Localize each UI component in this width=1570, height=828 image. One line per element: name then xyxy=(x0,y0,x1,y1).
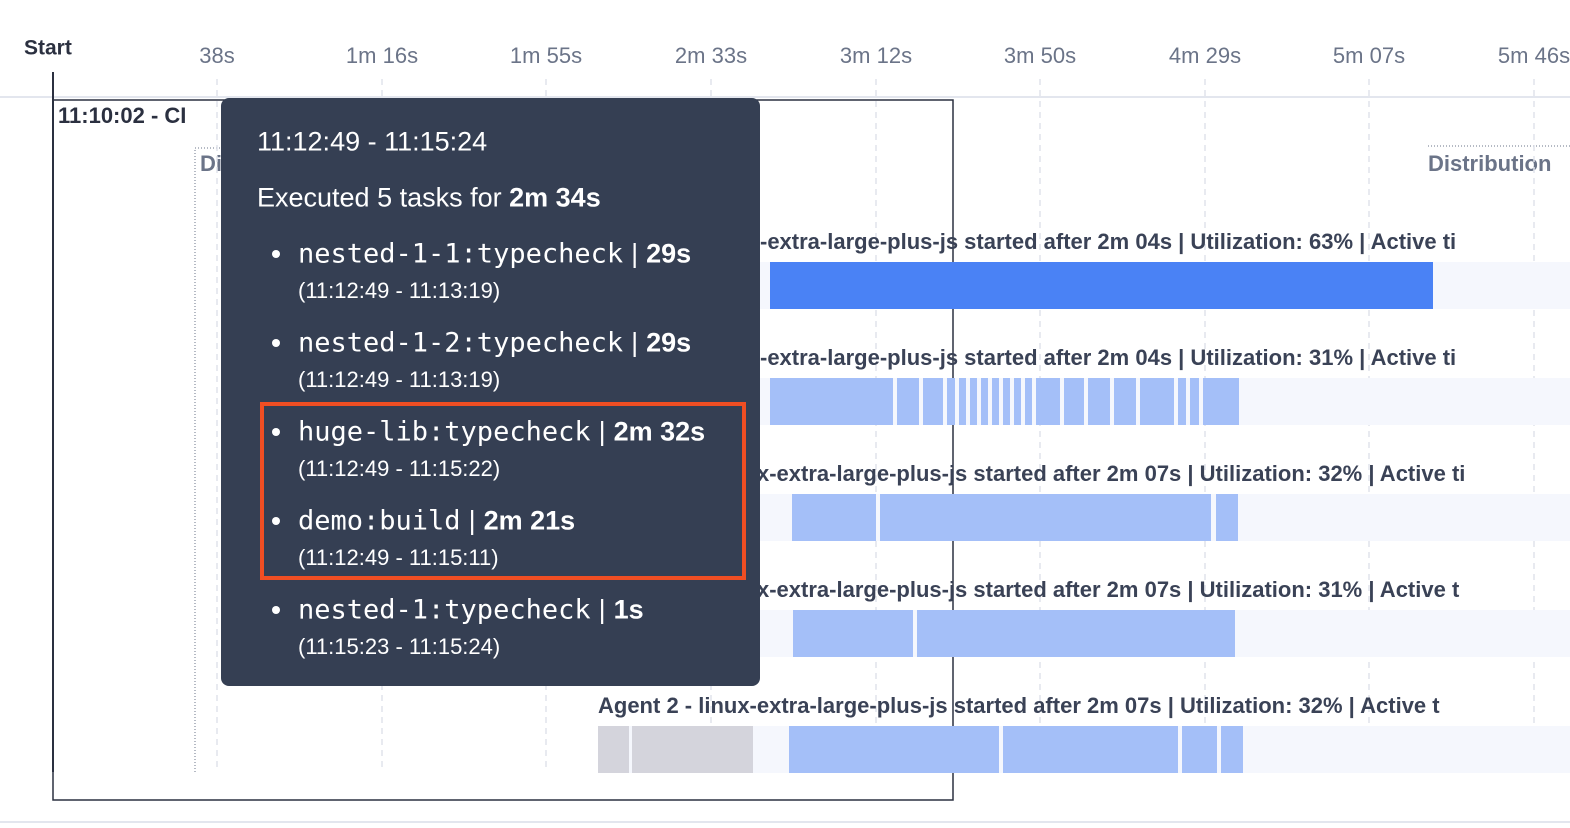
task-line: nested-1-1:typecheck | 29s xyxy=(298,239,691,270)
run-label: 11:10:02 - CI xyxy=(58,103,186,128)
task-bar xyxy=(923,378,943,425)
task-bar xyxy=(632,726,753,773)
tick-label: 3m 12s xyxy=(840,43,912,68)
task-bar xyxy=(1216,494,1238,541)
tick-label: 5m 07s xyxy=(1333,43,1405,68)
bullet xyxy=(272,517,280,525)
agent-label: -extra-large-plus-js started after 2m 04… xyxy=(760,345,1456,370)
task-bar xyxy=(1114,378,1136,425)
agent-label: x-extra-large-plus-js started after 2m 0… xyxy=(757,461,1465,486)
task-bar xyxy=(1203,378,1239,425)
start-label: Start xyxy=(24,37,72,60)
task-bar xyxy=(959,378,966,425)
summary-text: Executed 5 tasks for xyxy=(257,182,502,213)
task-bar xyxy=(1190,378,1199,425)
task-duration: 29s xyxy=(646,327,692,358)
task-bar xyxy=(981,378,988,425)
task-bar xyxy=(1003,726,1178,773)
task-duration: 2m 21s xyxy=(483,505,576,536)
separator: | xyxy=(468,505,476,536)
task-bar xyxy=(1036,378,1060,425)
task-bar xyxy=(880,494,1211,541)
task-bar xyxy=(1140,378,1174,425)
agent-label: Agent 2 - linux-extra-large-plus-js star… xyxy=(598,693,1440,718)
agent-label: -extra-large-plus-js started after 2m 04… xyxy=(760,229,1456,254)
tooltip-summary: Executed 5 tasks for 2m 34s xyxy=(257,183,601,214)
bullet xyxy=(272,339,280,347)
tick-label: 4m 29s xyxy=(1169,43,1241,68)
tick-label: 2m 33s xyxy=(675,43,747,68)
group-label: Distribution xyxy=(1428,151,1551,176)
task-duration: 1s xyxy=(613,594,644,625)
task-bar xyxy=(1182,726,1217,773)
task-bar xyxy=(917,610,1235,657)
task-bar xyxy=(1014,378,1021,425)
separator: | xyxy=(598,416,606,447)
task-bar xyxy=(1178,378,1186,425)
task-bar xyxy=(1221,726,1243,773)
bullet xyxy=(272,250,280,258)
task-line: nested-1-2:typecheck | 29s xyxy=(298,328,691,359)
task-bar xyxy=(792,494,876,541)
tick-label: 1m 55s xyxy=(510,43,582,68)
task-duration: 29s xyxy=(646,238,692,269)
task-name: nested-1-1:typecheck xyxy=(298,238,624,270)
task-name: huge-lib:typecheck xyxy=(298,416,591,448)
task-line: huge-lib:typecheck | 2m 32s xyxy=(298,417,705,448)
task-line: demo:build | 2m 21s xyxy=(298,506,575,537)
tick-label: 5m 46s xyxy=(1498,43,1570,68)
task-range: (11:12:49 - 11:13:19) xyxy=(298,367,501,392)
task-bar xyxy=(1088,378,1110,425)
task-bar xyxy=(897,378,919,425)
task-bar xyxy=(1064,378,1084,425)
bullet xyxy=(272,606,280,614)
task-range: (11:12:49 - 11:15:22) xyxy=(298,456,501,481)
task-bar xyxy=(970,378,977,425)
tooltip: 11:12:49 - 11:15:24 Executed 5 tasks for… xyxy=(221,98,760,686)
task-bar xyxy=(770,262,1433,309)
task-range: (11:12:49 - 11:13:19) xyxy=(298,278,501,303)
task-bar xyxy=(1025,378,1032,425)
task-bar xyxy=(992,378,999,425)
separator: | xyxy=(631,327,639,358)
tick-label: 1m 16s xyxy=(346,43,418,68)
task-name: nested-1-2:typecheck xyxy=(298,327,624,359)
summary-duration: 2m 34s xyxy=(509,182,601,213)
task-name: nested-1:typecheck xyxy=(298,594,591,626)
task-name: demo:build xyxy=(298,505,461,537)
agent-label: x-extra-large-plus-js started after 2m 0… xyxy=(757,577,1460,602)
tooltip-time-range: 11:12:49 - 11:15:24 xyxy=(257,126,488,157)
task-range: (11:12:49 - 11:15:11) xyxy=(298,545,499,570)
task-line: nested-1:typecheck | 1s xyxy=(298,595,644,626)
highlight-box xyxy=(260,402,746,580)
task-range: (11:15:23 - 11:15:24) xyxy=(298,634,501,659)
separator: | xyxy=(598,594,606,625)
task-bar xyxy=(1003,378,1010,425)
task-bar xyxy=(598,726,629,773)
task-duration: 2m 32s xyxy=(613,416,706,447)
task-bar xyxy=(770,378,893,425)
tick-label: 3m 50s xyxy=(1004,43,1076,68)
separator: | xyxy=(631,238,639,269)
group-label: Di xyxy=(200,151,222,176)
bullet xyxy=(272,428,280,436)
tick-label: 38s xyxy=(199,43,234,68)
task-bar xyxy=(789,726,999,773)
task-bar xyxy=(947,378,955,425)
task-bar xyxy=(793,610,913,657)
